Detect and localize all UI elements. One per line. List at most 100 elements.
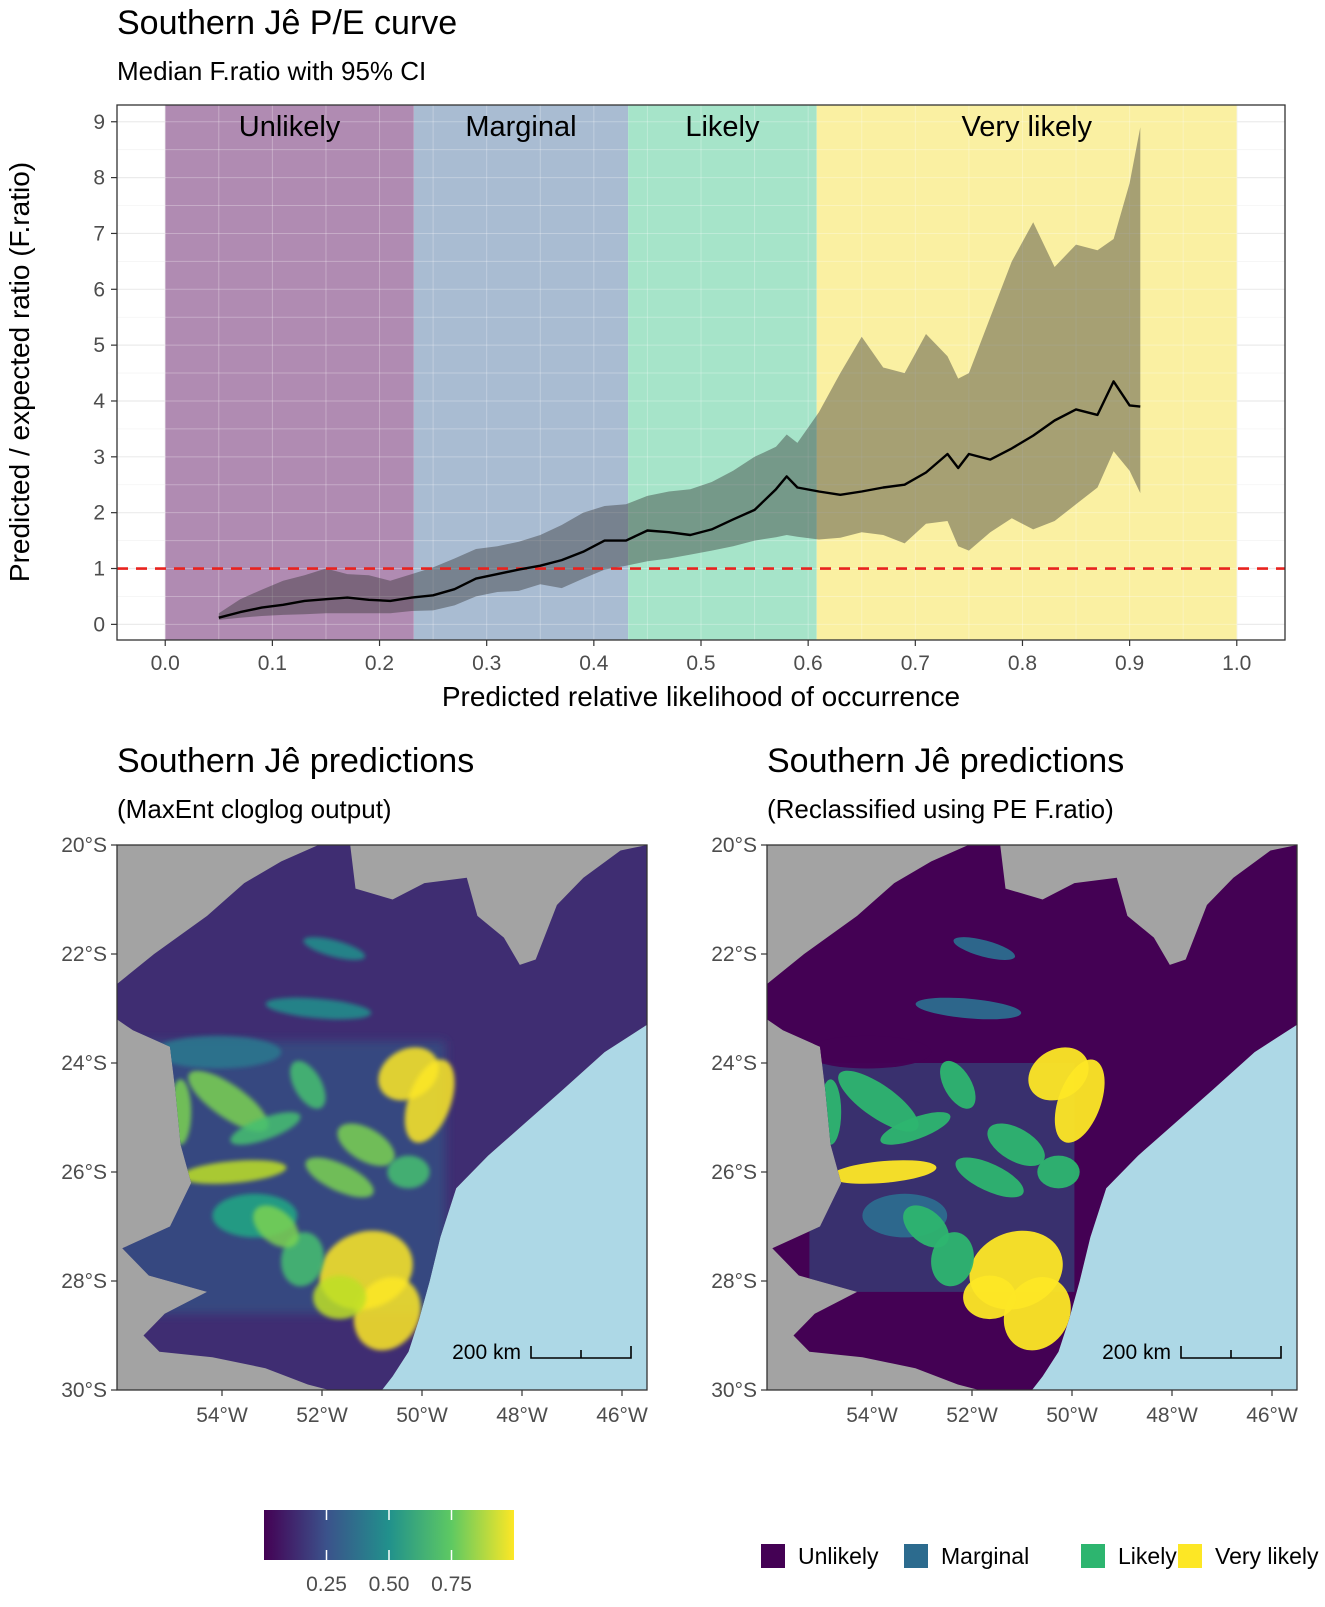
map-lat-label: 26°S xyxy=(61,1161,107,1184)
map-lat-label: 30°S xyxy=(711,1379,757,1402)
x-tick-label: 0.1 xyxy=(258,652,287,675)
map-hotspot-7 xyxy=(305,1157,374,1198)
y-tick-label: 3 xyxy=(93,446,105,469)
legend-label-1: Marginal xyxy=(941,1543,1029,1569)
scalebar xyxy=(530,1346,632,1359)
x-tick-label: 0.2 xyxy=(365,652,394,675)
band-marginal xyxy=(413,105,629,640)
x-tick-label: 0.5 xyxy=(686,652,715,675)
colorbar-label: 0.25 xyxy=(306,1573,347,1596)
map-lon-label: 54°W xyxy=(846,1404,898,1427)
scalebar-label: 200 km xyxy=(452,1341,521,1364)
y-tick-label: 1 xyxy=(93,558,105,581)
map-hotspot-1 xyxy=(230,1112,301,1145)
map-hotspot-1 xyxy=(880,1112,951,1145)
map-hotspot-16 xyxy=(154,1035,282,1069)
legend-swatch-3 xyxy=(1178,1544,1202,1568)
map-lon-label: 54°W xyxy=(196,1404,248,1427)
pe-y-axis-title: Predicted / expected ratio (F.ratio) xyxy=(4,162,35,582)
map-hotspot-5 xyxy=(987,1123,1045,1167)
map-hotspot-11 xyxy=(963,1275,1017,1320)
map-hotspot-10 xyxy=(1003,1277,1071,1351)
map-hotspot-17 xyxy=(253,1205,299,1248)
map-lat-label: 20°S xyxy=(61,834,107,857)
map-lat-label: 22°S xyxy=(711,943,757,966)
legend-swatch-0 xyxy=(761,1544,785,1568)
map-ocean xyxy=(1032,1024,1297,1390)
colorbar-label: 0.50 xyxy=(369,1573,410,1596)
legend-label-2: Likely xyxy=(1118,1543,1177,1569)
x-tick-label: 0.9 xyxy=(1115,652,1144,675)
map-lon-label: 46°W xyxy=(596,1404,648,1427)
map-lat-label: 26°S xyxy=(711,1161,757,1184)
map-hotspot-15 xyxy=(953,937,1016,960)
x-tick-label: 0.3 xyxy=(472,652,501,675)
band-label-3: Very likely xyxy=(961,111,1092,143)
map-border xyxy=(766,844,1298,1391)
map-hotspot-14 xyxy=(265,997,372,1020)
legend-swatch-1 xyxy=(904,1544,928,1568)
pe-x-ticks: 0.0 0.1 0.2 0.3 0.4 0.5 0.6 0.7 0.8 0.9 1.0 xyxy=(151,640,1251,675)
band-very-likely xyxy=(816,105,1237,640)
map-hotspot-0 xyxy=(188,1070,269,1132)
pe-band-labels: Unlikely Marginal Likely Very likely xyxy=(239,111,1093,143)
scalebar-label: 200 km xyxy=(1102,1341,1171,1364)
x-tick-label: 0.7 xyxy=(901,652,930,675)
map-hotspot-10 xyxy=(353,1277,421,1351)
y-tick-label: 7 xyxy=(93,222,105,245)
map2-panel: 20°S 22°S 24°S 26°S 28°S 30°S 54°W 52°W 50°W 48°W… xyxy=(711,834,1298,1427)
map-lon-label: 50°W xyxy=(396,1404,448,1427)
x-tick-label: 1.0 xyxy=(1222,652,1251,675)
x-tick-label: 0.4 xyxy=(579,652,609,675)
map1-panel: 20°S 22°S 24°S 26°S 28°S 30°S 54°W 52°W 50°W 48°W… xyxy=(61,834,648,1427)
map-lat-label: 24°S xyxy=(711,1052,757,1075)
map-lon-label: 48°W xyxy=(1146,1404,1198,1427)
band-label-0: Unlikely xyxy=(239,111,341,143)
map-hotspot-14 xyxy=(915,997,1022,1020)
map-hotspot-6 xyxy=(180,1160,287,1184)
band-unlikely xyxy=(165,105,414,640)
ci-ribbon xyxy=(218,127,1141,620)
y-tick-label: 5 xyxy=(93,334,105,357)
band-likely xyxy=(628,105,817,640)
map-hotspot-2 xyxy=(290,1060,326,1109)
map-lat-label: 22°S xyxy=(61,943,107,966)
map-hotspot-6 xyxy=(830,1160,937,1184)
pe-ci-ribbon xyxy=(218,127,1141,620)
map-lat-label: 30°S xyxy=(61,1379,107,1402)
map2-subtitle: (Reclassified using PE F.ratio) xyxy=(767,794,1114,824)
map-hotspot-4 xyxy=(1054,1059,1105,1143)
map-lon-label: 52°W xyxy=(946,1404,998,1427)
legend-label-0: Unlikely xyxy=(798,1543,879,1569)
scalebar xyxy=(1180,1346,1282,1359)
pe-median-line xyxy=(218,380,1141,619)
pe-x-axis-title: Predicted relative likelihood of occurre… xyxy=(442,681,960,712)
band-label-2: Likely xyxy=(685,111,760,143)
map-hotspot-15 xyxy=(303,937,366,960)
map1-subtitle: (MaxEnt cloglog output) xyxy=(117,794,392,824)
x-tick-label: 0.8 xyxy=(1008,652,1037,675)
map-hotspot-5 xyxy=(337,1123,395,1167)
map-lon-label: 52°W xyxy=(296,1404,348,1427)
pe-bands xyxy=(164,105,1238,640)
map-hotspot-17 xyxy=(903,1205,949,1248)
pe-y-ticks: 0 1 2 3 4 5 6 7 8 9 xyxy=(93,111,117,636)
map-hotspot-2 xyxy=(940,1060,976,1109)
map-hotspot-0 xyxy=(838,1070,919,1132)
map-lat-label: 20°S xyxy=(711,834,757,857)
y-tick-label: 8 xyxy=(93,167,105,190)
y-tick-label: 6 xyxy=(93,278,105,301)
map-hotspot-16 xyxy=(804,1035,932,1069)
map-border xyxy=(116,844,648,1391)
class-legend: Unlikely Marginal Likely Very likely xyxy=(761,1543,1319,1569)
colorbar-ticks: 0.25 0.50 0.75 xyxy=(306,1510,472,1596)
y-tick-label: 2 xyxy=(93,502,105,525)
map-lon-label: 50°W xyxy=(1046,1404,1098,1427)
map-lon-label: 46°W xyxy=(1246,1404,1298,1427)
y-tick-label: 4 xyxy=(93,390,105,413)
map-lat-label: 28°S xyxy=(61,1270,107,1293)
legend-swatch-2 xyxy=(1081,1544,1105,1568)
map-lat-label: 24°S xyxy=(61,1052,107,1075)
band-label-1: Marginal xyxy=(465,111,576,143)
